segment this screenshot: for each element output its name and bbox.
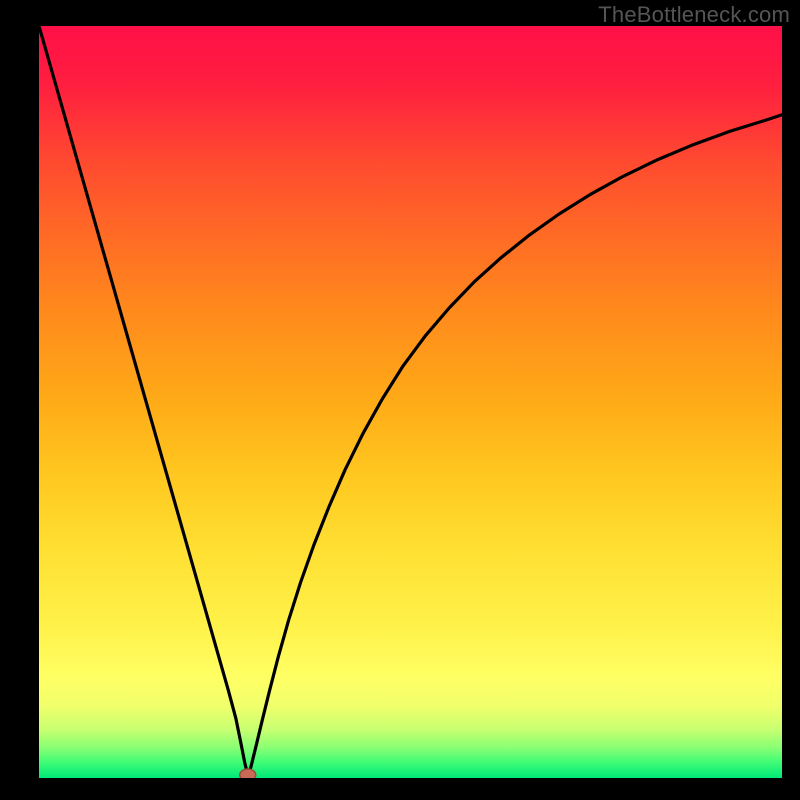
chart-svg (39, 26, 782, 778)
gradient-background (39, 26, 782, 778)
chart-container: { "watermark": { "text": "TheBottleneck.… (0, 0, 800, 800)
watermark-text: TheBottleneck.com (598, 2, 790, 28)
minimum-marker (240, 769, 256, 778)
plot-area (39, 26, 782, 778)
